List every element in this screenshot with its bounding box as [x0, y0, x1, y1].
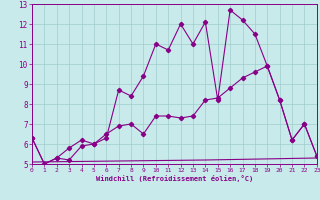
X-axis label: Windchill (Refroidissement éolien,°C): Windchill (Refroidissement éolien,°C) — [96, 175, 253, 182]
